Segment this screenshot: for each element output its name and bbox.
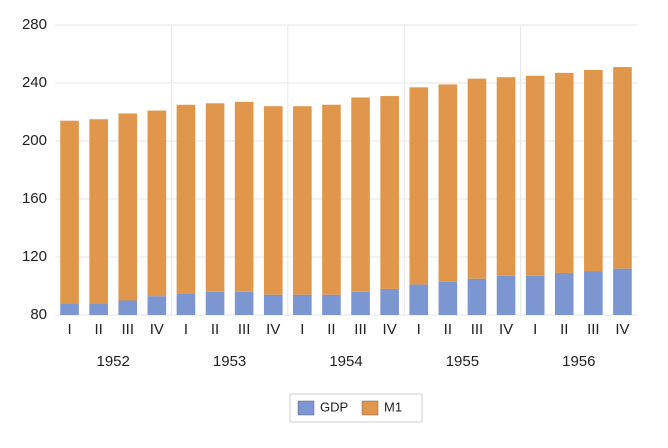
x-tick-label: I <box>184 321 188 338</box>
x-tick-label: II <box>94 321 102 338</box>
bar-segment <box>351 291 370 315</box>
bar-segment <box>438 281 458 315</box>
bar-segment <box>584 69 603 272</box>
x-tick-label: II <box>327 321 335 338</box>
x-tick-label: III <box>587 321 600 338</box>
group-label: 1952 <box>97 353 130 370</box>
y-tick-label: 200 <box>22 132 47 149</box>
legend-label: M1 <box>384 399 402 414</box>
x-tick-label: IV <box>266 321 280 338</box>
bar-segment <box>205 103 225 292</box>
bar-segment <box>293 294 312 315</box>
x-tick-label: II <box>560 321 568 338</box>
legend-label: GDP <box>320 399 348 414</box>
bar-segment <box>263 294 283 315</box>
bar-segment <box>118 113 138 301</box>
legend-box <box>289 393 423 423</box>
bar-segment <box>176 293 196 315</box>
y-tick-label: 80 <box>30 306 47 323</box>
x-tick-label: I <box>417 321 421 338</box>
x-tick-label: II <box>444 321 452 338</box>
x-tick-label: I <box>67 321 71 338</box>
bar-segment <box>467 278 487 315</box>
legend-swatch <box>297 400 315 416</box>
group-label: 1953 <box>213 353 246 370</box>
x-tick-label: IV <box>383 321 397 338</box>
bar-segment <box>147 110 167 297</box>
y-tick-label: 120 <box>22 248 47 265</box>
bar-segment <box>409 87 429 285</box>
bar-segment <box>613 268 632 315</box>
bar-segment <box>118 300 138 315</box>
bar-segment <box>60 120 79 304</box>
bar-segment <box>409 284 429 315</box>
bar-segment <box>322 294 341 315</box>
x-tick-label: III <box>471 321 484 338</box>
bar-segment <box>554 272 574 315</box>
x-tick-label: IV <box>499 321 513 338</box>
x-tick-label: III <box>121 321 134 338</box>
bar-segment <box>613 67 632 269</box>
bar-segment <box>525 275 545 315</box>
x-tick-label: III <box>238 321 251 338</box>
bar-segment <box>176 104 196 294</box>
group-label: 1955 <box>446 353 479 370</box>
bar-segment <box>89 119 108 304</box>
group-label: 1956 <box>562 353 595 370</box>
x-tick-label: IV <box>615 321 629 338</box>
x-tick-label: I <box>533 321 537 338</box>
x-tick-label: I <box>300 321 304 338</box>
bar-segment <box>438 84 458 282</box>
bar-segment <box>60 303 79 315</box>
bar-segment <box>89 303 108 315</box>
bar-segment <box>554 72 574 273</box>
x-tick-label: III <box>354 321 367 338</box>
bar-segment <box>263 106 283 295</box>
bar-segment <box>147 296 167 315</box>
bar-segment <box>234 101 254 292</box>
bar-segment <box>351 97 370 292</box>
y-tick-label: 240 <box>22 74 47 91</box>
bar-segment <box>234 291 254 315</box>
bar-segment <box>380 96 399 289</box>
bar-segment <box>467 78 487 279</box>
y-tick-label: 160 <box>22 190 47 207</box>
bar-segment <box>322 104 341 295</box>
bar-segment <box>293 106 312 295</box>
y-tick-label: 280 <box>22 16 47 33</box>
bar-segment <box>584 271 603 315</box>
x-tick-label: IV <box>150 321 164 338</box>
bar-segment <box>205 291 225 315</box>
bar-segment <box>496 275 516 315</box>
bar-segment <box>525 75 545 276</box>
legend-swatch <box>361 400 379 416</box>
x-tick-label: II <box>211 321 219 338</box>
group-label: 1954 <box>329 353 362 370</box>
bar-segment <box>496 77 516 276</box>
bar-segment <box>380 288 399 315</box>
